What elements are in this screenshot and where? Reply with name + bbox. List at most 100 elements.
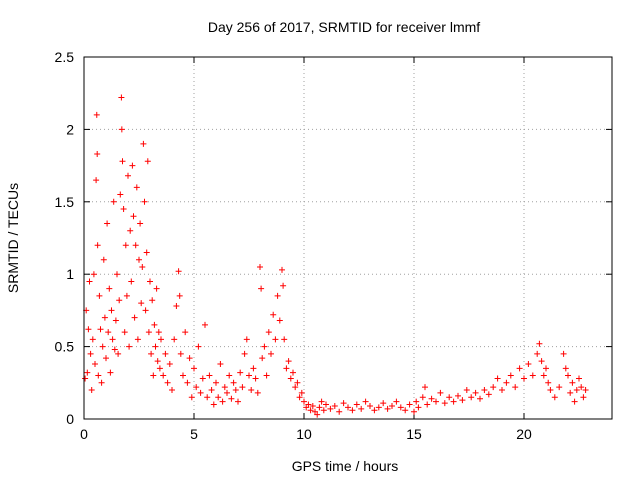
data-point (129, 162, 136, 169)
data-point (217, 360, 224, 367)
data-point (512, 384, 519, 391)
data-point (219, 398, 226, 405)
data-point (164, 379, 171, 386)
data-point (569, 379, 576, 386)
data-point (307, 407, 314, 414)
data-point (118, 126, 125, 133)
data-point (177, 350, 184, 357)
data-point (345, 404, 351, 411)
x-tick-label: 20 (516, 426, 532, 442)
data-point (258, 285, 265, 292)
data-point (254, 389, 261, 396)
y-tick-label: 0 (66, 411, 74, 427)
data-point (160, 372, 167, 379)
data-point (232, 387, 239, 394)
data-point (316, 404, 323, 411)
data-point (327, 405, 334, 412)
data-point (84, 369, 91, 376)
data-point (139, 263, 146, 270)
data-point (235, 398, 241, 405)
data-point (318, 398, 325, 405)
data-point (503, 379, 510, 386)
data-point (169, 387, 175, 394)
data-point (111, 346, 118, 353)
data-point (136, 256, 142, 263)
data-point (149, 297, 156, 304)
data-point (141, 198, 148, 205)
data-point (126, 343, 133, 350)
data-point (108, 307, 115, 314)
data-point (472, 389, 479, 396)
y-tick-label: 2.5 (55, 49, 75, 65)
data-point (270, 311, 277, 318)
data-point (538, 358, 545, 365)
data-point (119, 158, 126, 165)
data-point (82, 375, 89, 382)
data-point (402, 407, 409, 414)
data-point (88, 387, 95, 394)
data-point (468, 394, 475, 401)
data-point (384, 405, 391, 412)
data-point (411, 408, 417, 415)
y-tick-label: 1.5 (55, 194, 75, 210)
data-point (543, 365, 549, 372)
data-point (137, 220, 144, 227)
data-point (100, 256, 107, 263)
data-point (202, 321, 208, 328)
data-point (153, 285, 160, 292)
data-points (82, 94, 589, 418)
data-point (578, 384, 585, 391)
data-point (246, 372, 252, 379)
data-point (117, 191, 124, 198)
data-point (155, 329, 162, 336)
data-point (296, 394, 303, 401)
data-point (280, 282, 287, 289)
data-point (551, 394, 558, 401)
data-point (109, 336, 116, 343)
x-tick-label: 15 (406, 426, 422, 442)
data-point (145, 329, 152, 336)
data-point (446, 394, 453, 401)
data-point (272, 336, 279, 343)
data-point (499, 387, 505, 394)
data-point (274, 292, 281, 299)
data-point (323, 401, 329, 408)
data-point (287, 375, 294, 382)
data-point (173, 303, 180, 310)
data-point (121, 329, 128, 336)
x-axis-label: GPS time / hours (292, 458, 399, 474)
data-point (424, 401, 431, 408)
data-point (228, 395, 235, 402)
data-point (477, 395, 483, 402)
data-point (290, 369, 296, 376)
y-tick-label: 2 (66, 121, 74, 137)
data-point (226, 372, 233, 379)
data-point (576, 375, 582, 382)
plot-frame (83, 56, 613, 420)
data-point (298, 389, 305, 396)
data-point (204, 394, 211, 401)
grid-lines (84, 57, 612, 419)
data-point (540, 372, 547, 379)
data-point (459, 397, 466, 404)
data-point (529, 372, 536, 379)
data-point (309, 402, 316, 409)
data-point (516, 365, 523, 372)
data-point (106, 285, 113, 292)
data-point (353, 401, 360, 408)
data-point (565, 372, 571, 379)
data-point (283, 365, 290, 372)
data-point (147, 278, 153, 285)
data-point (215, 394, 222, 401)
data-point (281, 336, 288, 343)
data-point (116, 297, 123, 304)
data-point (128, 278, 135, 285)
data-point (132, 242, 139, 249)
data-point (536, 340, 543, 347)
data-point (525, 360, 532, 367)
data-point (393, 398, 400, 405)
data-point (93, 177, 100, 184)
data-point (494, 375, 501, 382)
data-point (241, 350, 248, 357)
data-point (99, 343, 106, 350)
